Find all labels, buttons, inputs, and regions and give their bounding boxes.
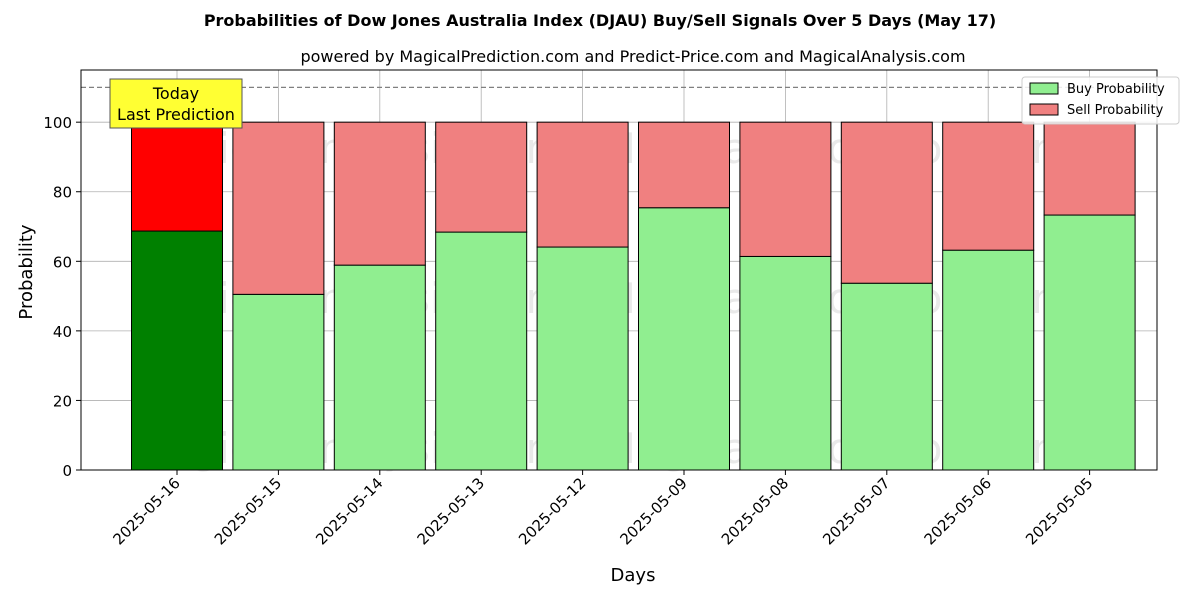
bar-sell <box>131 121 223 232</box>
x-axis: 2025-05-16 2025-05-15 2025-05-14 2025-05-13… <box>109 470 1096 548</box>
bar-buy <box>942 249 1035 471</box>
bar-buy <box>435 231 528 471</box>
bar-sell <box>333 121 426 266</box>
bars <box>131 121 1136 471</box>
y-tick-label: 20 <box>53 392 72 410</box>
bar-buy <box>536 246 629 471</box>
bar-buy <box>638 207 730 471</box>
bar-sell <box>1043 121 1136 216</box>
x-tick-label: 2025-05-14 <box>312 474 386 548</box>
legend-label: Buy Probability <box>1067 82 1165 97</box>
bar-sell <box>536 121 629 248</box>
legend-box <box>1021 76 1180 125</box>
legend-swatch <box>1029 82 1059 95</box>
y-axis-label: Probability <box>16 224 37 319</box>
x-tick-label: 2025-05-16 <box>109 474 183 548</box>
y-tick-label: 60 <box>53 253 72 271</box>
legend-label: Sell Probability <box>1067 103 1164 118</box>
bar-buy <box>1043 214 1136 471</box>
plot-frame <box>80 69 1158 471</box>
y-tick-label: 40 <box>53 323 72 341</box>
bar-sell <box>232 121 325 295</box>
x-axis-label: Days <box>611 565 656 586</box>
bar-buy <box>739 255 832 471</box>
chart-title: Probabilities of Dow Jones Australia Ind… <box>204 11 996 30</box>
bar-sell <box>435 121 528 233</box>
legend: Buy Probability Sell Probability <box>1021 76 1180 125</box>
annotation-box <box>109 78 243 129</box>
legend-swatch <box>1029 103 1059 116</box>
x-tick-label: 2025-05-08 <box>718 474 792 548</box>
bar-buy <box>840 282 933 471</box>
bar-buy <box>131 230 223 471</box>
bar-sell <box>739 121 832 257</box>
annotation-text: Today <box>152 84 199 103</box>
y-tick-label: 100 <box>43 114 72 132</box>
x-tick-label: 2025-05-06 <box>921 474 995 548</box>
y-axis: 0 20 40 60 80 100 <box>43 114 81 480</box>
chart-subtitle: powered by MagicalPrediction.com and Pre… <box>300 47 965 66</box>
x-tick-label: 2025-05-05 <box>1022 474 1096 548</box>
bar-buy <box>232 293 325 471</box>
bar-sell <box>840 121 933 284</box>
x-tick-label: 2025-05-09 <box>616 474 690 548</box>
x-tick-label: 2025-05-07 <box>819 474 893 548</box>
y-tick-label: 0 <box>62 462 72 480</box>
y-tick-label: 80 <box>53 184 72 202</box>
bar-sell <box>942 121 1035 251</box>
today-annotation: Today Last Prediction <box>109 78 243 129</box>
x-tick-label: 2025-05-13 <box>414 474 488 548</box>
annotation-text: Last Prediction <box>117 105 235 124</box>
x-tick-label: 2025-05-12 <box>515 474 589 548</box>
bar-buy <box>333 264 426 471</box>
bar-sell <box>638 121 730 209</box>
x-tick-label: 2025-05-15 <box>211 474 285 548</box>
